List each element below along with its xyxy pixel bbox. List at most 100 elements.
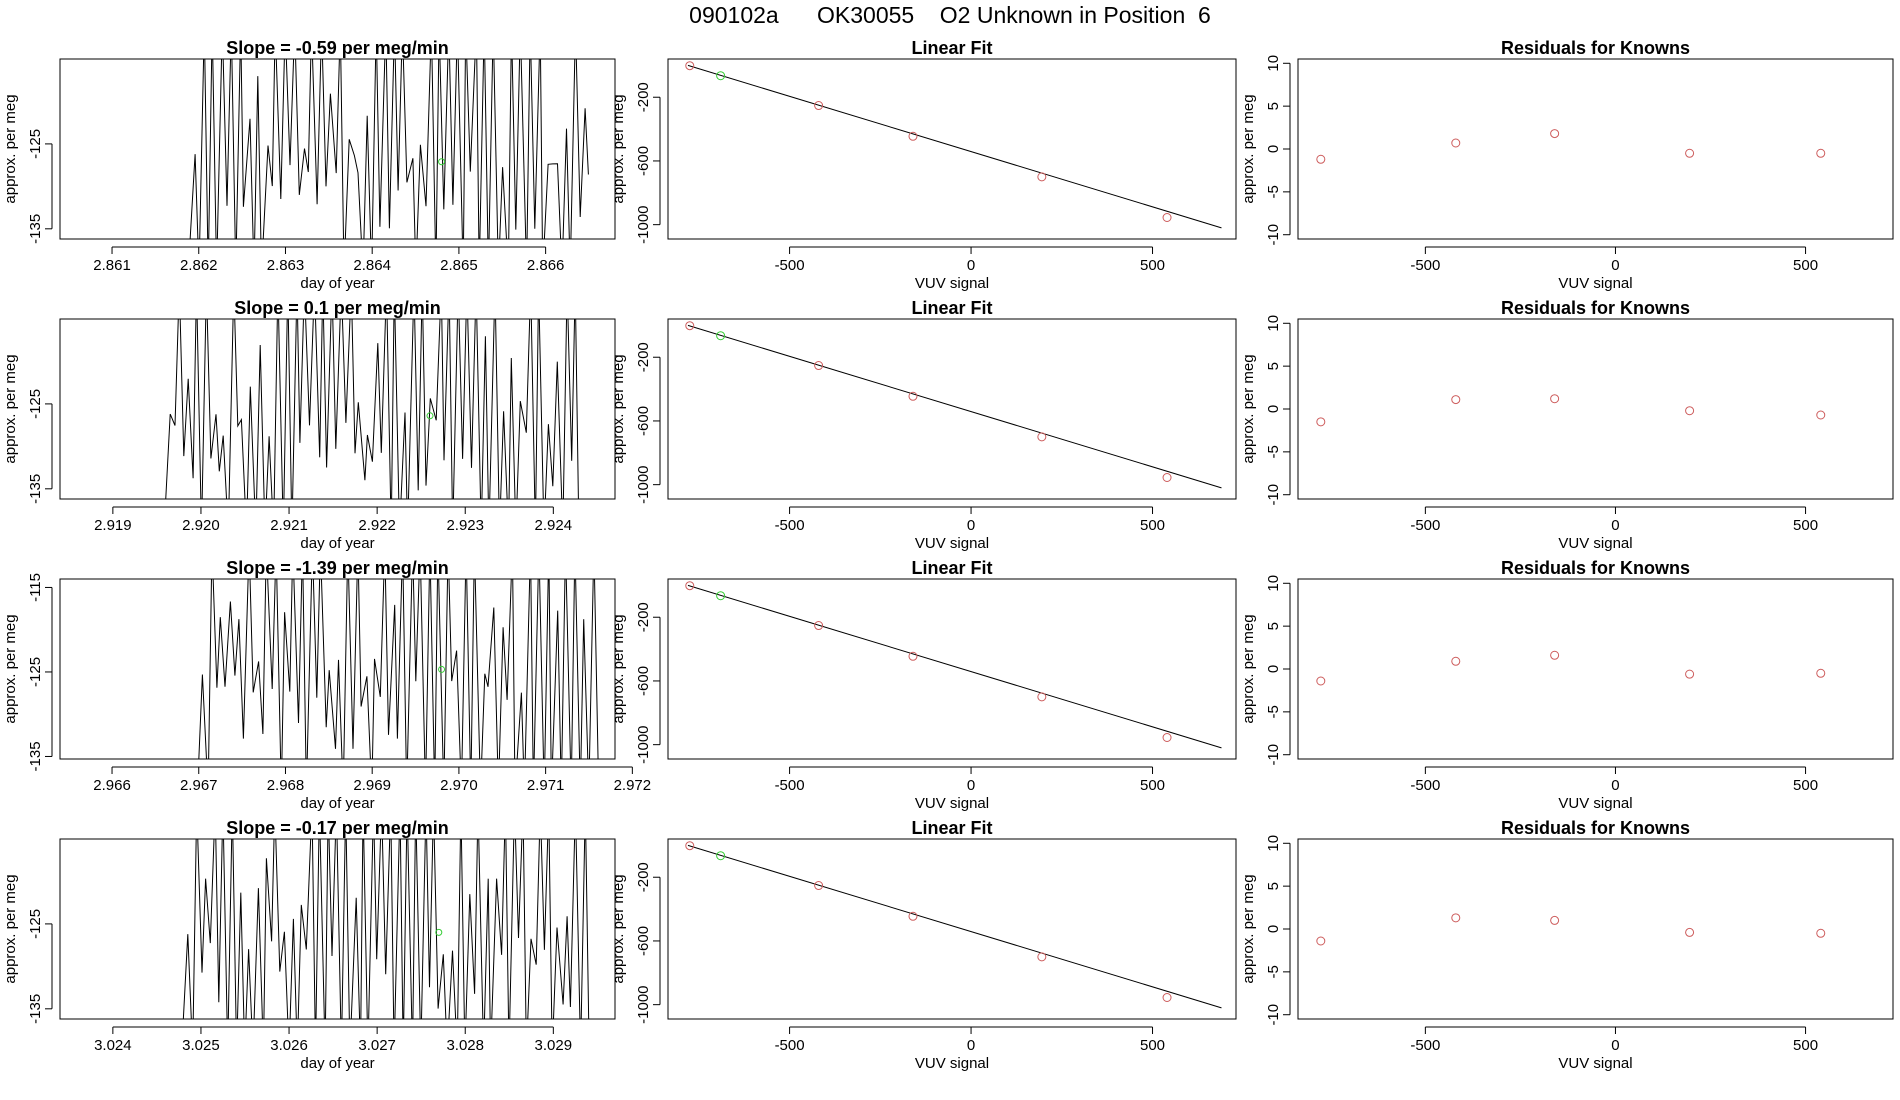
residual-point (1685, 669, 1695, 679)
unknown-mean-point (438, 665, 446, 673)
y-tick-label: -5 (1265, 185, 1282, 198)
residual-point (1451, 913, 1461, 923)
y-tick-label: -125 (27, 389, 44, 419)
y-tick-label: 10 (1265, 835, 1282, 852)
x-tick-label: 3.027 (358, 1037, 396, 1054)
y-tick-label: -1000 (635, 205, 652, 243)
x-tick-label: 2.921 (270, 517, 308, 534)
unknown-mean-point (438, 158, 446, 166)
residual-point (1816, 668, 1826, 678)
y-tick-label: -135 (27, 474, 44, 504)
residual-point (1685, 927, 1695, 937)
known-point (685, 321, 695, 331)
x-tick-label: 500 (1793, 257, 1818, 274)
plot-data (182, 839, 590, 1019)
plot-data (685, 321, 1222, 489)
y-tick-label: -200 (635, 862, 652, 892)
residual-point (1816, 928, 1826, 938)
plot-title: Residuals for Knowns (1501, 558, 1690, 578)
unknown-mean-point (426, 412, 434, 420)
y-tick-label: -10 (1265, 744, 1282, 766)
known-point (814, 881, 824, 891)
x-tick-label: -500 (1410, 777, 1440, 794)
plot-data (1316, 913, 1826, 946)
known-point (1162, 732, 1172, 742)
y-tick-label: -125 (27, 657, 44, 687)
unknown-mean-point (435, 928, 443, 936)
plot-frame (667, 318, 1237, 500)
plot-title: Slope = -1.39 per meg/min (226, 558, 449, 578)
fit-line (687, 584, 1222, 749)
fit-plot-row-4: Linear Fit -500 0 500 VUV signal -200 -600 -100… (610, 818, 1237, 1072)
x-tick-label: 0 (967, 517, 975, 534)
x-tick-label: 2.924 (535, 517, 573, 534)
x-tick-label: 2.864 (353, 257, 391, 274)
known-point (908, 911, 918, 921)
y-tick-label: -600 (635, 666, 652, 696)
y-tick-label: -600 (635, 146, 652, 176)
residual-point (1451, 395, 1461, 405)
unknown-point (716, 71, 726, 81)
y-axis-label: approx. per meg (1240, 874, 1257, 983)
known-point (814, 101, 824, 111)
unknown-point (716, 851, 726, 861)
y-axis-label: approx. per meg (610, 354, 627, 463)
x-tick-label: 2.863 (267, 257, 305, 274)
plot-title: Linear Fit (911, 558, 992, 578)
y-axis-label: approx. per meg (2, 874, 19, 983)
y-tick-label: -200 (635, 342, 652, 372)
y-tick-label: 5 (1265, 882, 1282, 890)
known-point (908, 131, 918, 141)
x-axis-label: day of year (300, 1055, 374, 1072)
y-axis-label: approx. per meg (2, 94, 19, 203)
y-tick-label: 0 (1265, 145, 1282, 153)
known-point (1162, 472, 1172, 482)
trace-plot-row-3: Slope = -1.39 per meg/min 2.966 2.967 2.968… (2, 558, 652, 812)
residual-point (1550, 650, 1560, 660)
y-tick-label: -1000 (635, 985, 652, 1023)
plot-title: Slope = -0.17 per meg/min (226, 818, 449, 838)
x-axis-label: VUV signal (915, 535, 989, 552)
plot-data (685, 841, 1222, 1009)
residual-point (1316, 936, 1326, 946)
residual-point (1451, 656, 1461, 666)
x-tick-label: 2.865 (440, 257, 478, 274)
y-axis-label: approx. per meg (2, 354, 19, 463)
fit-plot-row-2: Linear Fit -500 0 500 VUV signal -200 -600 -100… (610, 298, 1237, 552)
x-axis-label: VUV signal (915, 795, 989, 812)
x-tick-label: 0 (1611, 517, 1619, 534)
plot-data (1316, 129, 1826, 164)
x-axis-label: day of year (300, 795, 374, 812)
x-tick-label: 0 (1611, 257, 1619, 274)
x-tick-label: 2.970 (440, 777, 478, 794)
plot-data (685, 581, 1222, 749)
y-tick-label: -1000 (635, 465, 652, 503)
y-axis-label: approx. per meg (1240, 354, 1257, 463)
figure-title: 090102a OK30055 O2 Unknown in Position 6 (689, 2, 1211, 28)
y-tick-label: 5 (1265, 102, 1282, 110)
plot-title: Slope = 0.1 per meg/min (234, 298, 441, 318)
x-tick-label: 2.972 (614, 777, 652, 794)
plot-frame (1297, 578, 1894, 760)
y-tick-label: 5 (1265, 362, 1282, 370)
residual-point (1316, 154, 1326, 164)
x-tick-label: 0 (967, 1037, 975, 1054)
residual-point (1316, 676, 1326, 686)
x-tick-label: 2.862 (180, 257, 218, 274)
plot-title: Linear Fit (911, 298, 992, 318)
fit-line (687, 64, 1222, 229)
y-axis-label: approx. per meg (610, 614, 627, 723)
y-tick-label: -10 (1265, 1004, 1282, 1026)
y-tick-label: 0 (1265, 925, 1282, 933)
x-axis-label: VUV signal (915, 275, 989, 292)
x-tick-label: 3.025 (182, 1037, 220, 1054)
x-tick-label: -500 (1410, 257, 1440, 274)
plot-data (1316, 394, 1826, 427)
trace-line (182, 839, 590, 1019)
residual-point (1685, 148, 1695, 158)
x-tick-label: 2.966 (93, 777, 131, 794)
residual-point (1550, 394, 1560, 404)
residual-point (1550, 915, 1560, 925)
y-tick-label: -10 (1265, 224, 1282, 246)
y-tick-label: -135 (27, 994, 44, 1024)
